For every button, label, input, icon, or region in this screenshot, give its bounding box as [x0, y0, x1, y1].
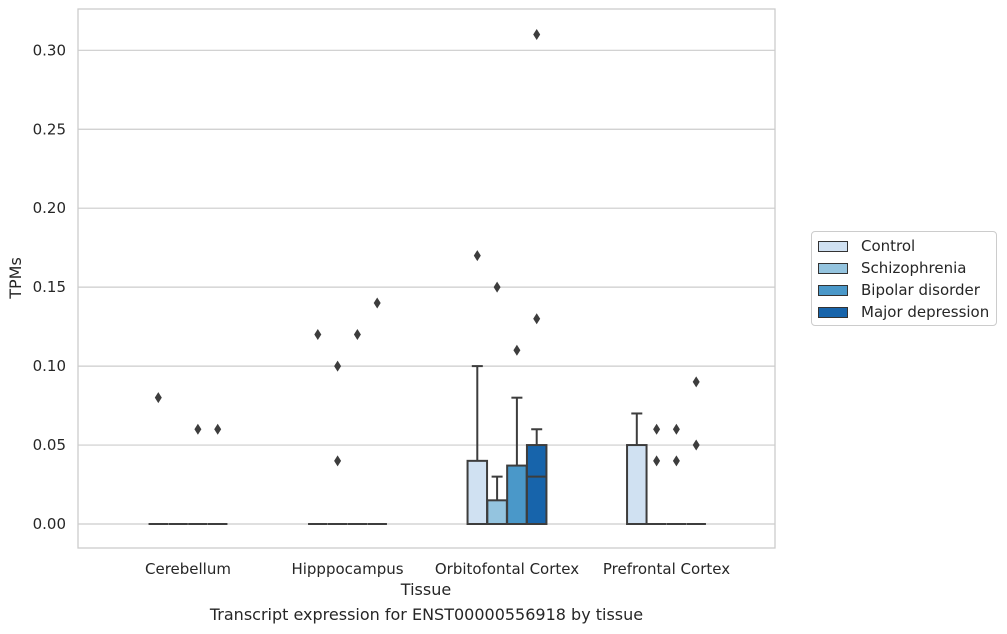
legend-label-major-depression: Major depression [861, 303, 990, 321]
y-tick-label: 0.25 [33, 120, 66, 138]
outlier-point [672, 455, 680, 467]
x-tick-label: Cerebellum [145, 560, 231, 578]
outlier-point [314, 329, 322, 341]
legend-swatch-schizophrenia [818, 262, 848, 274]
y-tick-label: 0.10 [33, 357, 66, 375]
y-axis-title: TPMs [6, 257, 25, 300]
outlier-point [692, 439, 700, 451]
outlier-point [353, 329, 361, 341]
legend-item-schizophrenia: Schizophrenia [818, 258, 966, 278]
outlier-point [373, 297, 381, 309]
x-axis-ticks: Cerebellum Hipppocampus Orbitofontal Corte… [145, 560, 730, 578]
box-control-prefrontal-cortex [626, 444, 648, 525]
grid-lines [78, 49, 775, 525]
legend-label-bipolar-disorder: Bipolar disorder [861, 281, 980, 299]
x-axis-title: Tissue [400, 580, 451, 599]
y-axis-ticks: 0.00 0.05 0.10 0.15 0.20 0.25 0.30 [33, 41, 66, 533]
box-major-depression-orbitofontal-cortex [525, 444, 548, 525]
plot-area-frame [77, 8, 776, 549]
x-tick-label: Orbitofontal Cortex [435, 560, 579, 578]
outlier-point [672, 423, 680, 435]
legend: Control Schizophrenia Bipolar disorder M… [811, 231, 997, 326]
outlier-point [533, 29, 541, 41]
box-schizophrenia-orbitofontal-cortex [486, 499, 508, 526]
legend-swatch-major-depression [818, 306, 848, 318]
y-tick-label: 0.20 [33, 199, 66, 217]
outlier-point [493, 281, 501, 293]
legend-swatch-control [818, 240, 848, 252]
legend-item-control: Control [818, 236, 915, 256]
outlier-point [653, 423, 661, 435]
box-control-orbitofontal-cortex [466, 459, 489, 525]
y-tick-label: 0.15 [33, 278, 66, 296]
legend-item-major-depression: Major depression [818, 302, 989, 322]
y-tick-label: 0.30 [33, 41, 66, 59]
outlier-point [154, 392, 162, 404]
chart-caption: Transcript expression for ENST0000055691… [209, 605, 644, 624]
legend-label-control: Control [861, 237, 916, 255]
outlier-point [533, 313, 541, 325]
y-tick-label: 0.00 [33, 515, 66, 533]
outlier-point [513, 344, 521, 356]
outlier-point [194, 423, 202, 435]
box-plots [148, 365, 706, 526]
y-tick-label: 0.05 [33, 436, 66, 454]
legend-label-schizophrenia: Schizophrenia [861, 259, 967, 277]
legend-item-bipolar-disorder: Bipolar disorder [818, 280, 980, 300]
box-bipolar-disorder-orbitofontal-cortex [506, 464, 528, 525]
outlier-point [692, 376, 700, 388]
outlier-points [154, 29, 700, 467]
outlier-point [334, 455, 342, 467]
legend-swatch-bipolar-disorder [818, 284, 848, 296]
outlier-point [214, 423, 222, 435]
x-tick-label: Hipppocampus [291, 560, 403, 578]
outlier-point [653, 455, 661, 467]
x-tick-label: Prefrontal Cortex [603, 560, 730, 578]
outlier-point [473, 250, 481, 262]
outlier-point [334, 360, 342, 372]
